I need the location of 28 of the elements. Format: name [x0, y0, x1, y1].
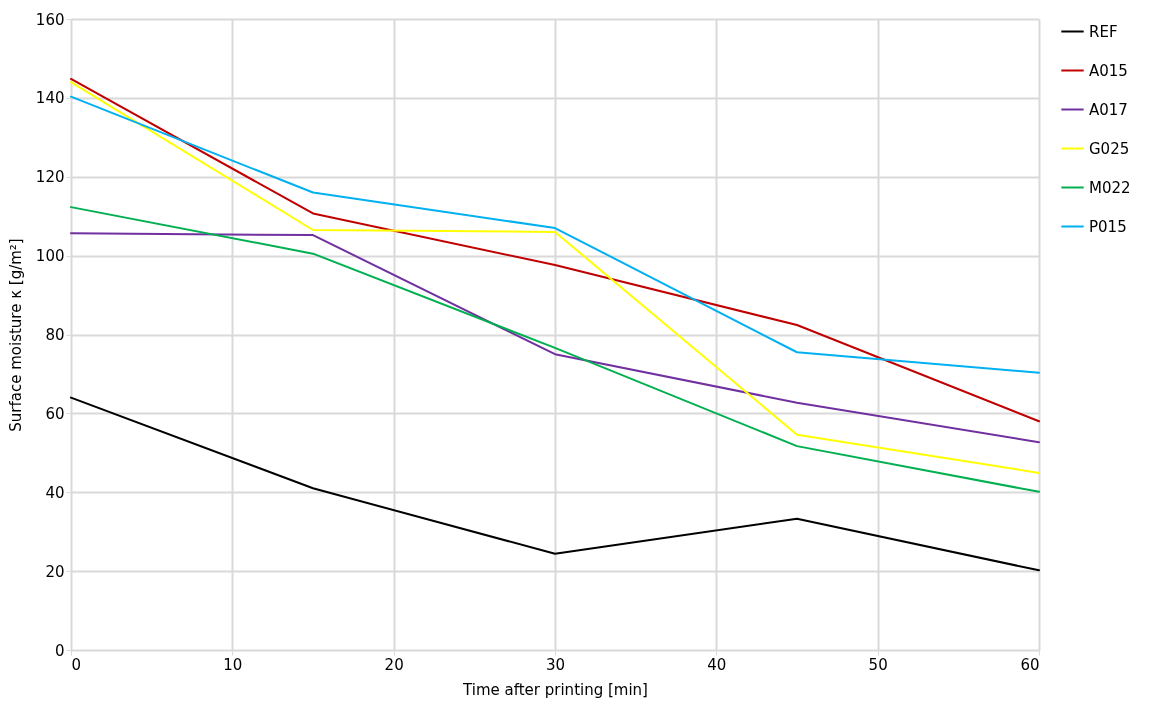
line-series — [70, 95, 1040, 374]
x-tick-label: 50 — [868, 655, 888, 674]
y-tick-label: 20 — [45, 562, 65, 581]
x-axis-title: Time after printing [min] — [462, 680, 648, 699]
x-tick-label: 60 — [1020, 655, 1040, 674]
y-tick-label: 140 — [35, 89, 65, 108]
x-tick-label: 10 — [223, 655, 243, 674]
x-tick-label: 0 — [71, 655, 82, 674]
y-tick-label: 120 — [35, 168, 65, 187]
y-tick-label: 100 — [35, 247, 65, 266]
y-axis-title: Surface moisture κ [g/m²] — [6, 238, 25, 432]
line-series — [70, 206, 1040, 493]
x-tick-label: 20 — [384, 655, 404, 674]
line-series — [70, 232, 1040, 444]
legend-label: REF — [1089, 22, 1118, 41]
legend-label: A015 — [1089, 61, 1128, 80]
x-tick-label: 30 — [545, 655, 566, 674]
y-tick-label: 40 — [45, 483, 65, 502]
y-tick-label: 80 — [45, 326, 65, 344]
legend-label: A017 — [1089, 100, 1128, 119]
legend-label: M022 — [1089, 178, 1131, 197]
x-tick-label: 40 — [707, 655, 727, 674]
y-tick-label: 160 — [35, 10, 65, 29]
y-tick-label: 60 — [45, 404, 65, 423]
legend-label: G025 — [1089, 139, 1130, 158]
y-tick-label: 0 — [54, 641, 65, 660]
line-series — [70, 396, 1040, 572]
legend-label: P015 — [1089, 217, 1127, 236]
